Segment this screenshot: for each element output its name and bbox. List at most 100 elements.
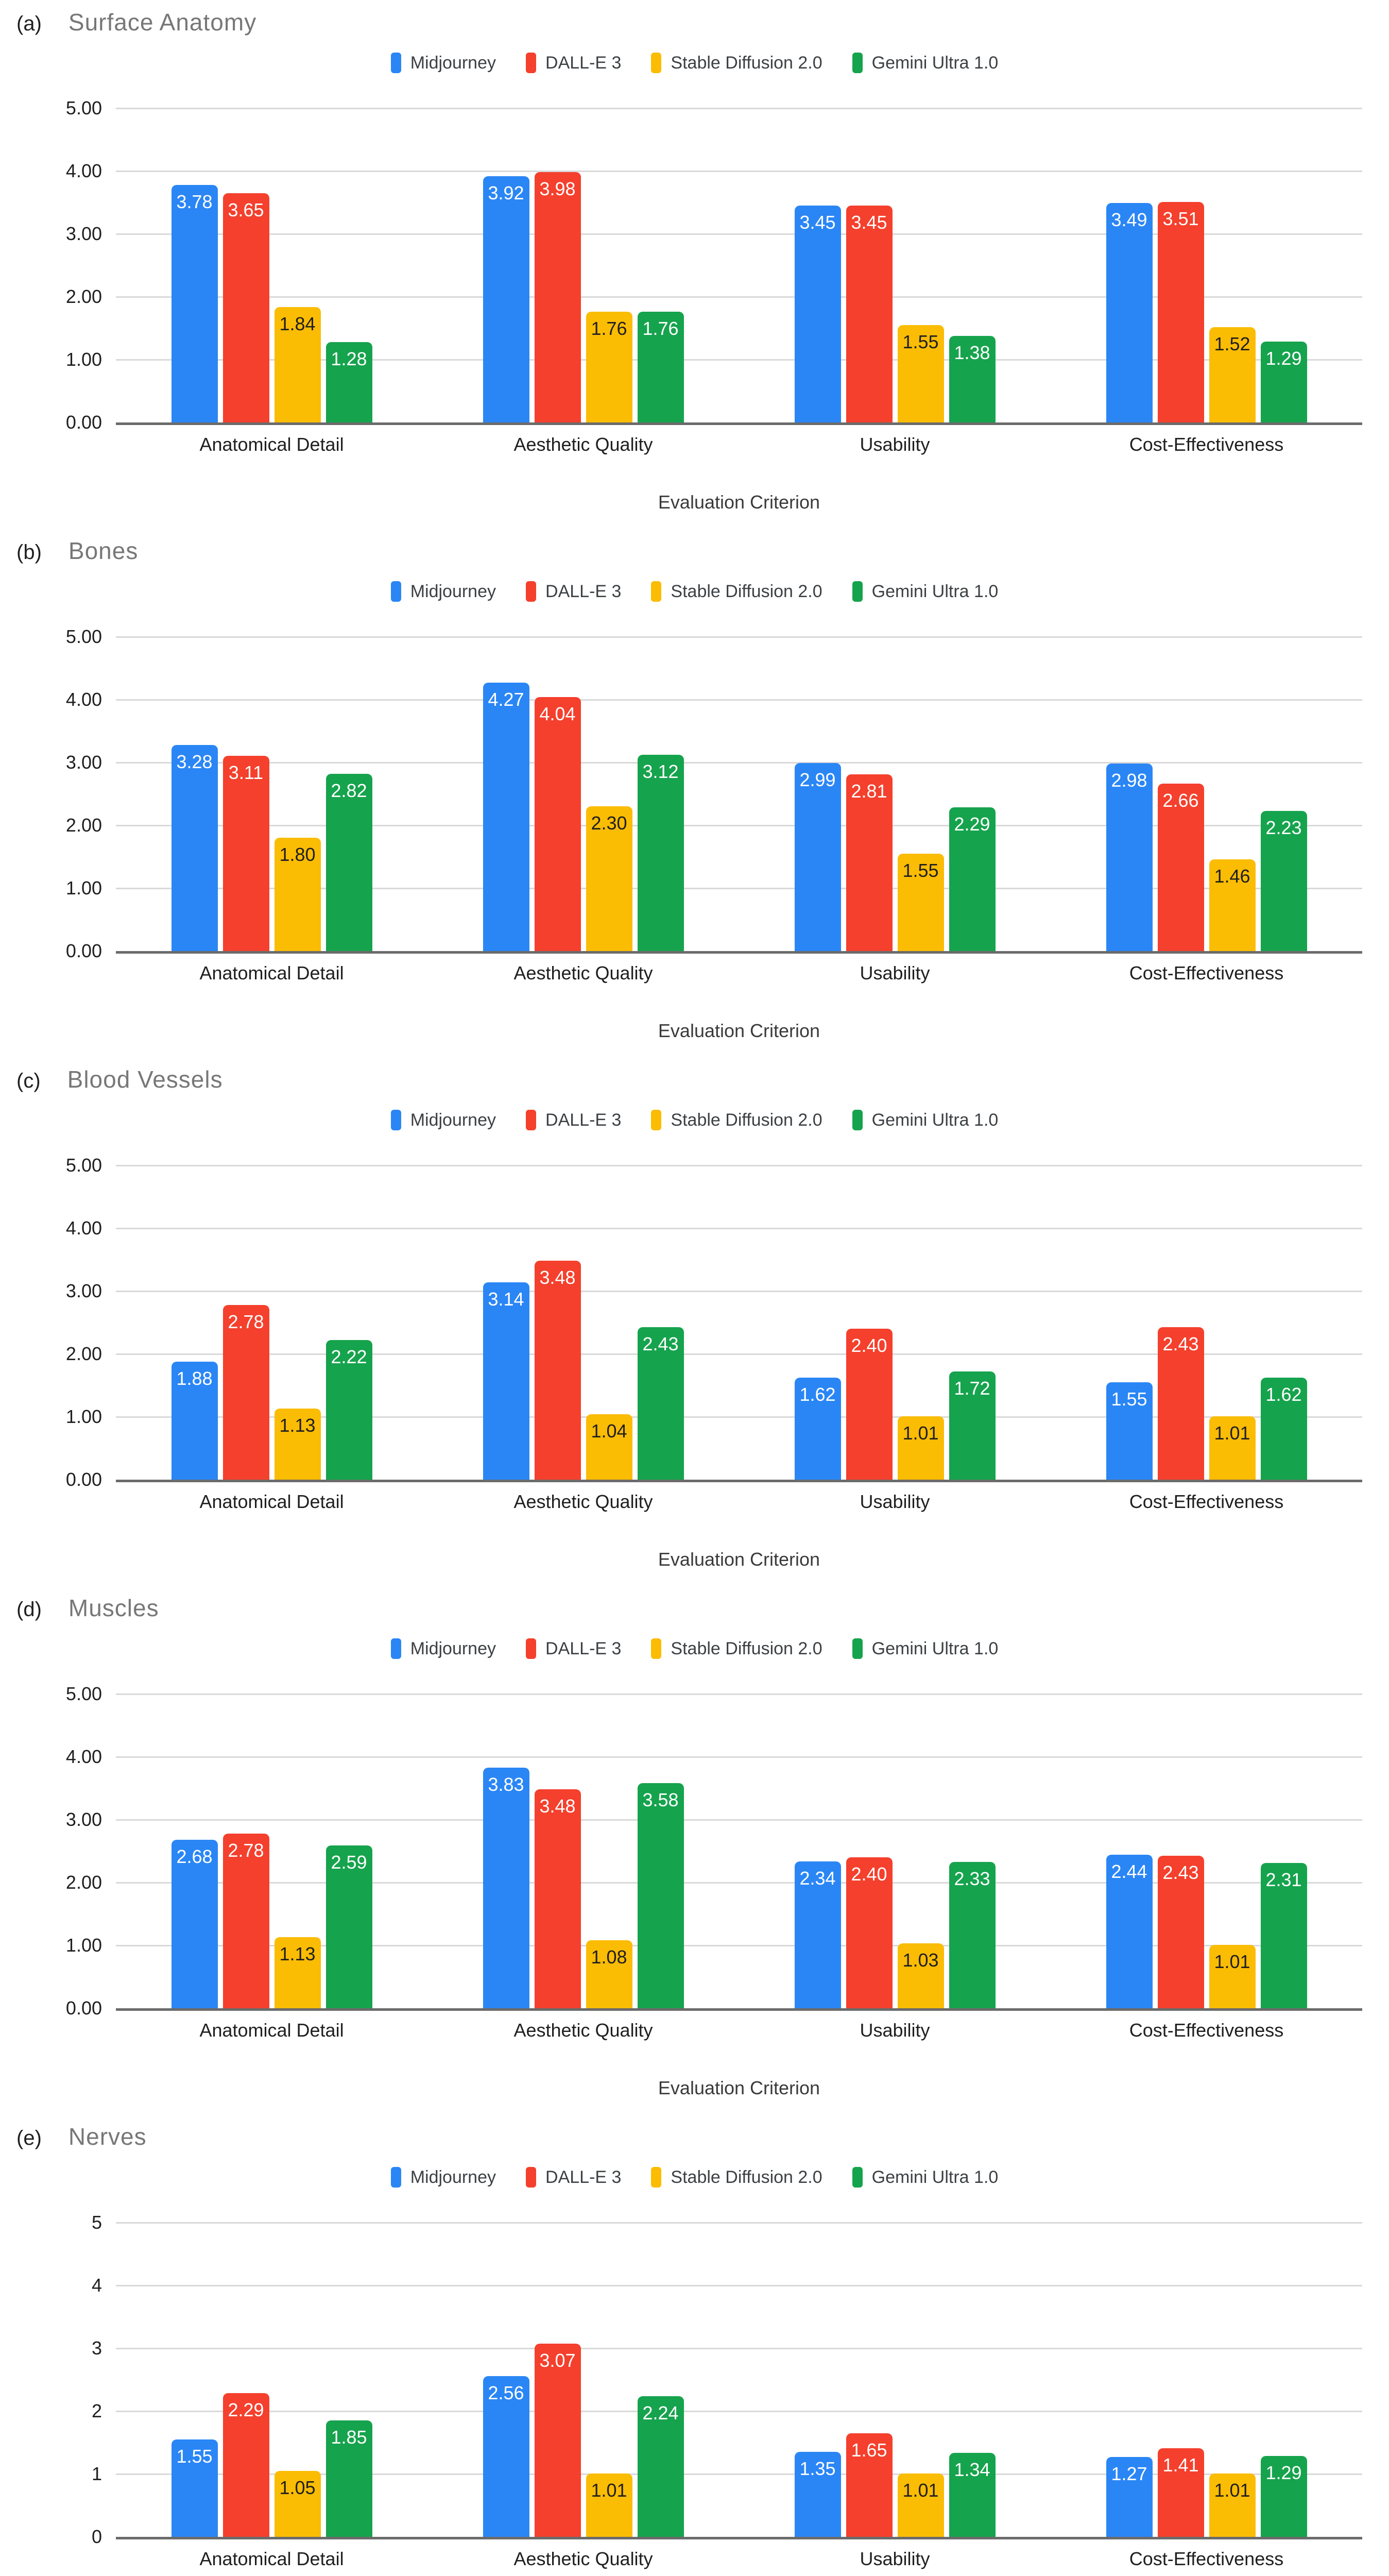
y-axis-tick-label: 0.00 xyxy=(65,412,102,433)
bar-value-label: 2.56 xyxy=(488,2382,524,2403)
bar xyxy=(222,193,269,422)
bar-value-label: 1.03 xyxy=(902,1950,939,1971)
bar-value-label: 2.68 xyxy=(176,1846,213,1868)
legend-swatch-icon xyxy=(651,53,662,73)
bar xyxy=(897,853,944,951)
bar-value-label: 1.62 xyxy=(799,1384,836,1405)
y-axis-tick-label: 5.00 xyxy=(65,1683,102,1704)
bar xyxy=(949,807,996,951)
bar-value-label: 1.55 xyxy=(176,2445,213,2467)
y-axis-tick-label: 4.00 xyxy=(65,689,102,710)
bar xyxy=(1157,1327,1204,1480)
bar xyxy=(534,172,581,422)
bar-value-label: 1.55 xyxy=(1111,1388,1147,1410)
bar-value-label: 2.59 xyxy=(331,1852,367,1873)
legend-item: Midjourney xyxy=(390,53,496,73)
bar-value-label: 2.43 xyxy=(642,1333,679,1354)
bar-value-label: 1.01 xyxy=(591,2479,627,2501)
x-axis-category-label: Aesthetic Quality xyxy=(513,1491,653,1512)
bar xyxy=(1157,2448,1204,2537)
bar xyxy=(846,1329,893,1480)
bar xyxy=(1260,810,1307,951)
bar-value-label: 2.78 xyxy=(228,1839,264,1861)
bar xyxy=(949,335,996,422)
bar xyxy=(325,342,372,422)
legend-item: Stable Diffusion 2.0 xyxy=(651,53,822,73)
gridline xyxy=(116,1353,1362,1355)
x-axis-category-label: Cost-Effectiveness xyxy=(1129,434,1284,455)
bar xyxy=(1209,2473,1256,2537)
x-axis-category-label: Anatomical Detail xyxy=(199,2548,344,2569)
bar xyxy=(846,774,893,951)
y-axis-tick-label: 3.00 xyxy=(65,752,102,773)
bar xyxy=(171,1361,218,1480)
legend-item: Gemini Ultra 1.0 xyxy=(852,581,998,602)
bar-value-label: 3.78 xyxy=(176,191,213,212)
y-axis-tick-label: 0.00 xyxy=(65,1997,102,2019)
bar-value-label: 1.08 xyxy=(591,1946,627,1968)
gridline xyxy=(116,888,1362,889)
legend-item: Gemini Ultra 1.0 xyxy=(852,53,998,73)
bar xyxy=(1260,1378,1307,1480)
chart-header: (d) Muscles xyxy=(16,1594,159,1622)
bar-value-label: 2.29 xyxy=(954,813,990,835)
x-axis-category-row: Anatomical Detail Aesthetic Quality Usabil… xyxy=(116,2020,1362,2041)
gridline xyxy=(116,171,1362,172)
x-axis-category-label: Cost-Effectiveness xyxy=(1129,2020,1284,2041)
bar xyxy=(1106,1382,1153,1480)
gridline xyxy=(116,1693,1362,1695)
bar-value-label: 1.28 xyxy=(331,348,367,369)
y-axis-tick-label: 3.00 xyxy=(65,1809,102,1830)
legend-item: Gemini Ultra 1.0 xyxy=(852,1110,999,1130)
bar xyxy=(637,755,684,951)
x-axis-category-label: Anatomical Detail xyxy=(199,2020,344,2041)
bar xyxy=(274,1409,321,1480)
legend-item: Midjourney xyxy=(390,1110,496,1130)
chart-panel: (a) Surface Anatomy Midjourney DALL-E 3 St… xyxy=(0,0,1389,529)
legend-series-label: Gemini Ultra 1.0 xyxy=(871,1638,999,1658)
bar xyxy=(171,184,218,422)
legend-swatch-icon xyxy=(390,53,401,73)
bar xyxy=(171,1840,218,2008)
bar-value-label: 3.48 xyxy=(539,1267,576,1289)
x-axis-category-label: Usability xyxy=(860,2548,930,2569)
chart-title: Muscles xyxy=(68,1595,159,1621)
x-axis-category-label: Aesthetic Quality xyxy=(513,962,653,984)
bar-value-label: 1.72 xyxy=(954,1378,990,1399)
legend-swatch-icon xyxy=(526,1638,537,1659)
legend-series-label: Gemini Ultra 1.0 xyxy=(871,1110,999,1130)
chart-legend: Midjourney DALL-E 3 Stable Diffusion 2.0 Ge… xyxy=(0,1638,1389,1659)
bar-value-label: 2.66 xyxy=(1162,790,1199,811)
bar-value-label: 1.52 xyxy=(1214,333,1250,354)
bar-value-label: 1.65 xyxy=(851,2439,887,2461)
y-axis-tick-label: 1.00 xyxy=(65,1935,102,1956)
x-axis-category-label: Usability xyxy=(860,1491,930,1512)
bar-value-label: 2.29 xyxy=(228,2399,264,2420)
legend-series-label: DALL-E 3 xyxy=(545,1638,622,1658)
bar xyxy=(1157,784,1204,951)
legend-swatch-icon xyxy=(651,1638,662,1659)
gridline xyxy=(116,359,1362,361)
bar-value-label: 2.43 xyxy=(1162,1861,1199,1883)
y-axis-tick-label: 1.00 xyxy=(65,877,102,899)
chart-panel: (d) Muscles Midjourney DALL-E 3 Stable Dif… xyxy=(0,1586,1389,2114)
gridline xyxy=(116,1291,1362,1292)
y-axis-tick-label: 0.00 xyxy=(65,940,102,961)
bar-value-label: 3.45 xyxy=(799,212,836,233)
gridline xyxy=(116,1165,1362,1166)
bar-value-label: 1.76 xyxy=(591,318,627,340)
gridline xyxy=(116,1228,1362,1229)
plot-area: 1.55 2.29 1.05 1.85 2.56 3.07 1.01 2.24 1.35 1.65… xyxy=(116,2222,1362,2539)
y-axis-tick-label: 2.00 xyxy=(65,286,102,307)
bar xyxy=(794,2452,841,2537)
bar-value-label: 2.98 xyxy=(1111,770,1147,791)
y-axis-tick-label: 0 xyxy=(91,2526,102,2547)
bar-value-label: 1.01 xyxy=(1214,1422,1250,1444)
gridline xyxy=(116,699,1362,701)
y-axis: 5.00 4.00 3.00 2.00 1.00 0.00 xyxy=(0,626,102,961)
gridline xyxy=(116,636,1362,638)
legend-swatch-icon xyxy=(852,581,863,602)
legend-swatch-icon xyxy=(852,2167,863,2188)
bar-value-label: 3.98 xyxy=(539,178,576,200)
bar-value-label: 3.07 xyxy=(539,2350,576,2371)
